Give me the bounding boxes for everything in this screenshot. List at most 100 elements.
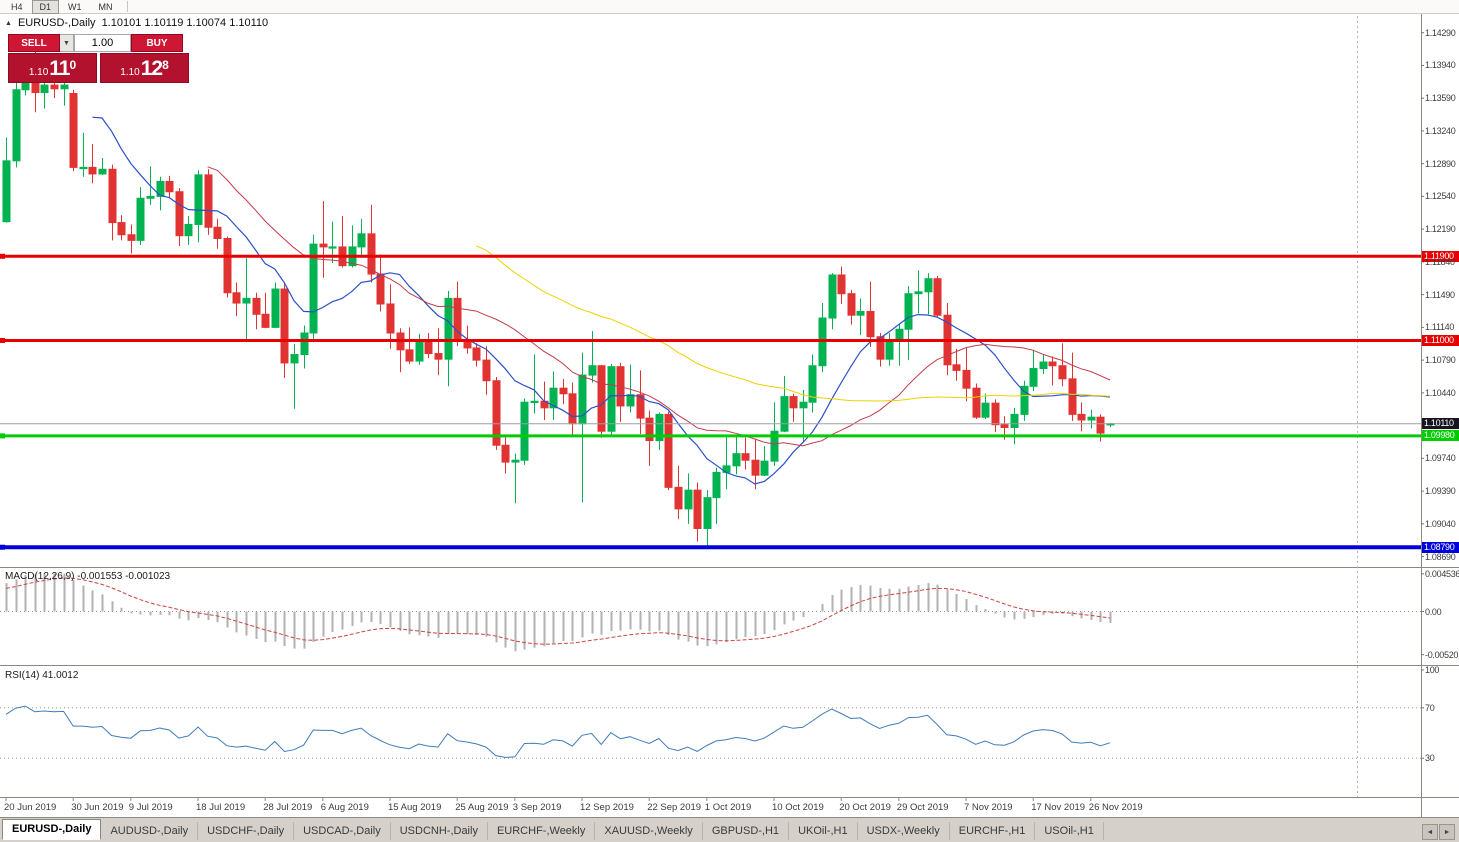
tab-eurchf-weekly[interactable]: EURCHF-,Weekly xyxy=(488,822,596,840)
resistance-line-2-handle[interactable] xyxy=(0,337,5,343)
candle-body xyxy=(261,313,270,328)
price-axis-tick: 1.11140 xyxy=(1425,322,1455,333)
volume-dropdown-button[interactable]: ▼ xyxy=(60,34,74,52)
candle-body xyxy=(664,413,673,488)
tab-ukoil-h1[interactable]: UKOil-,H1 xyxy=(789,822,858,840)
candle-body xyxy=(242,297,251,304)
candle-body xyxy=(770,430,779,462)
date-axis[interactable]: 20 Jun 2019 30 Jun 2019 9 Jul 2019 18 Jul 2… xyxy=(0,798,1421,817)
price-axis-tick: 1.11840 xyxy=(1425,256,1455,267)
candle-body xyxy=(1010,413,1019,428)
candle-body xyxy=(876,336,885,360)
macd-axis-tick: 0.004536 xyxy=(1425,568,1459,579)
timeframe-button-d1[interactable]: D1 xyxy=(31,0,60,14)
candle-body xyxy=(482,359,491,382)
candle-body xyxy=(962,369,971,389)
tab-usdx-weekly[interactable]: USDX-,Weekly xyxy=(858,822,950,840)
candle-body xyxy=(655,413,664,442)
candle-body xyxy=(40,84,49,94)
candle-body xyxy=(367,233,376,275)
candle-body xyxy=(127,234,136,241)
date-axis-label: 9 Jul 2019 xyxy=(128,802,173,813)
price-axis-tick: 1.11490 xyxy=(1425,289,1455,300)
support-line-blue-handle[interactable] xyxy=(0,544,5,550)
tab-eurusd-daily[interactable]: EURUSD-,Daily xyxy=(2,819,102,840)
resistance-line-2-price-label: 1.11000 xyxy=(1422,334,1459,346)
candle-body xyxy=(184,223,193,237)
candle-body xyxy=(309,243,318,334)
candle-body xyxy=(1039,361,1048,370)
candle-body xyxy=(194,174,203,225)
candle-body xyxy=(319,243,328,248)
price-axis-tick: 1.14290 xyxy=(1425,27,1456,38)
candle-body xyxy=(904,293,913,330)
tab-scroll-left-icon[interactable]: ◄ xyxy=(1422,824,1438,840)
candle-body xyxy=(626,394,635,407)
candle-body xyxy=(684,489,693,510)
sell-price-big-digits: 11 xyxy=(49,57,70,80)
tab-usdchf-daily[interactable]: USDCHF-,Daily xyxy=(198,822,295,840)
timeframe-toolbar: H4 D1 W1 MN xyxy=(0,0,1459,14)
candle-body xyxy=(501,444,510,463)
candle-body xyxy=(98,168,107,175)
candle-body xyxy=(895,328,904,341)
chart-title: ▲ EURUSD-,Daily 1.10101 1.10119 1.10074 … xyxy=(5,17,268,29)
one-click-panel-toggle-icon[interactable]: ▲ xyxy=(5,19,12,27)
tab-usoil-h1[interactable]: USOil-,H1 xyxy=(1035,822,1104,840)
candle-body xyxy=(290,354,299,364)
support-line-green-handle[interactable] xyxy=(0,433,5,439)
tab-audusd-daily[interactable]: AUDUSD-,Daily xyxy=(101,822,199,840)
buy-price-prefix: 1.10 xyxy=(120,67,140,78)
date-axis-label: 6 Aug 2019 xyxy=(320,802,369,813)
timeframe-button-w1[interactable]: W1 xyxy=(68,1,82,12)
date-axis-label: 1 Oct 2019 xyxy=(704,802,752,813)
timeframe-button-mn[interactable]: MN xyxy=(98,1,113,12)
date-axis-label: 3 Sep 2019 xyxy=(512,802,562,813)
candle-body xyxy=(1029,368,1038,387)
tab-scroll-right-icon[interactable]: ► xyxy=(1439,824,1455,840)
tab-gbpusd-h1[interactable]: GBPUSD-,H1 xyxy=(703,822,790,840)
candle-body xyxy=(780,396,789,432)
candle-body xyxy=(1000,424,1009,428)
candle-body xyxy=(1068,378,1077,415)
tab-usdcad-daily[interactable]: USDCAD-,Daily xyxy=(294,822,391,840)
rsi-axis-tick: 30 xyxy=(1425,753,1435,764)
candle-body xyxy=(117,222,126,236)
buy-button[interactable]: BUY xyxy=(131,34,183,52)
candle-body xyxy=(232,292,241,304)
chart-symbol-label: EURUSD-,Daily xyxy=(17,17,96,29)
rsi-axis-tick: 100 xyxy=(1425,665,1440,675)
current-price-label: 1.10110 xyxy=(1422,418,1459,430)
candle-body xyxy=(271,288,280,328)
candle-body xyxy=(1058,365,1067,380)
volume-input[interactable] xyxy=(74,34,131,52)
resistance-line-1-handle[interactable] xyxy=(0,253,5,259)
timeframe-button-h4[interactable]: H4 xyxy=(11,1,23,12)
sell-price-display[interactable]: 1.10 11 0 xyxy=(8,53,97,83)
ma-fast-line xyxy=(92,116,1111,485)
candle-body xyxy=(530,400,539,403)
price-axis-tick: 1.12540 xyxy=(1425,191,1456,202)
candle-body xyxy=(520,401,529,461)
tab-eurchf-h1[interactable]: EURCHF-,H1 xyxy=(950,822,1036,840)
candle-body xyxy=(146,195,155,199)
tab-xauusd-weekly[interactable]: XAUUSD-,Weekly xyxy=(595,822,703,840)
date-axis-label: 28 Jul 2019 xyxy=(263,802,313,813)
candle-body xyxy=(223,237,232,294)
candle-body xyxy=(924,278,933,293)
candle-body xyxy=(165,180,174,193)
price-axis-tick: 1.08690 xyxy=(1425,551,1456,562)
price-axis-tick: 1.12190 xyxy=(1425,224,1456,235)
buy-price-display[interactable]: 1.10 12 8 xyxy=(100,53,189,83)
candle-body xyxy=(856,310,865,316)
sell-button[interactable]: SELL xyxy=(8,34,60,52)
candle-body xyxy=(1087,416,1096,421)
date-axis-label: 26 Nov 2019 xyxy=(1088,802,1143,813)
price-axis[interactable]: 1.11900 1.11000 1.09980 1.08790 1.10110 1.142… xyxy=(1422,14,1459,817)
tab-usdcnh-daily[interactable]: USDCNH-,Daily xyxy=(391,822,488,840)
buy-price-big-digits: 12 xyxy=(140,57,163,80)
candle-body xyxy=(847,293,856,316)
candle-body xyxy=(866,310,875,338)
candle-body xyxy=(703,497,712,530)
